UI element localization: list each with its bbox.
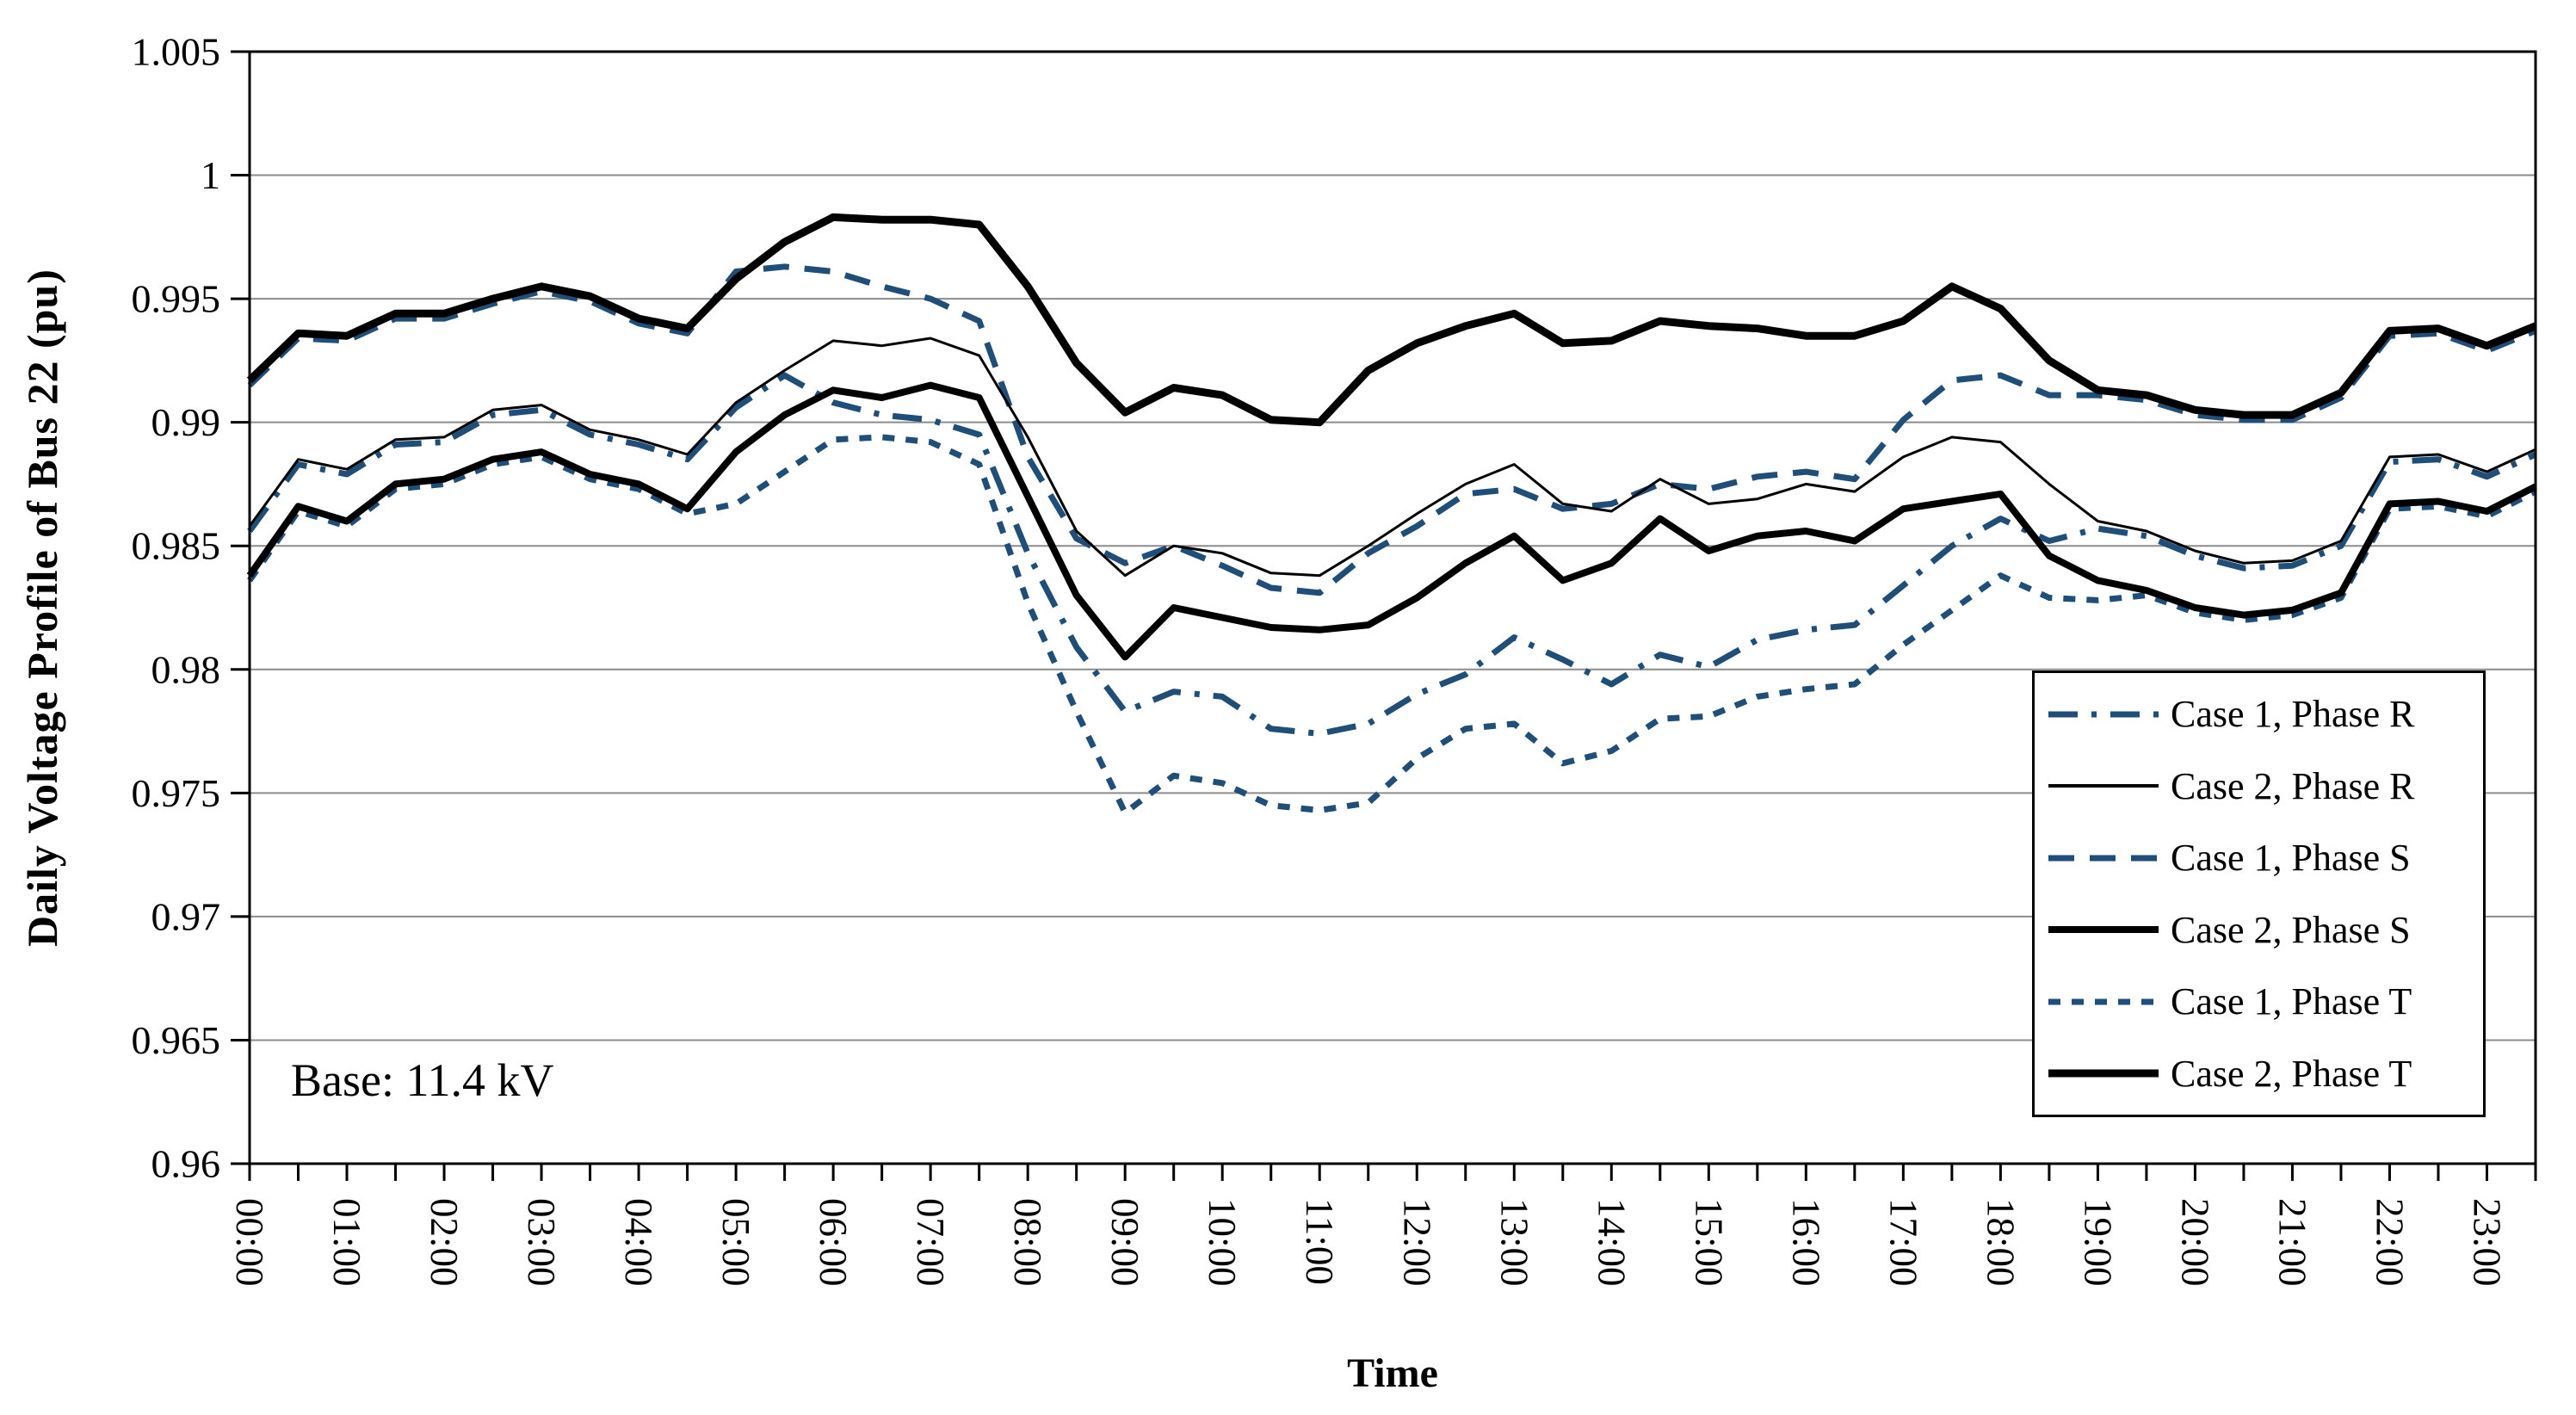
x-tick-label: 03:00 xyxy=(520,1198,563,1287)
plot-frame xyxy=(248,50,2537,1165)
legend-dashed-line-icon xyxy=(2048,855,2159,862)
x-tick-label: 04:00 xyxy=(617,1198,660,1287)
legend-label: Case 1, Phase S xyxy=(2171,837,2411,880)
x-tick-label: 09:00 xyxy=(1103,1198,1146,1287)
x-tick-label: 00:00 xyxy=(228,1198,271,1287)
x-tick-label: 02:00 xyxy=(423,1198,466,1287)
x-tick-label: 19:00 xyxy=(2076,1198,2119,1287)
x-tick-label: 15:00 xyxy=(1687,1198,1730,1287)
x-tick-label: 13:00 xyxy=(1492,1198,1535,1287)
base-voltage-annotation: Base: 11.4 kV xyxy=(291,1054,554,1106)
series-case-2-phase-t xyxy=(246,213,2537,427)
x-tick-label: 14:00 xyxy=(1590,1198,1633,1287)
y-tick-label: 0.96 xyxy=(151,1142,221,1186)
x-tick-label: 23:00 xyxy=(2465,1198,2508,1287)
series-case-1-phase-r xyxy=(247,372,2537,737)
y-tick-label: 0.98 xyxy=(151,647,221,691)
x-tick-label: 05:00 xyxy=(714,1198,757,1287)
legend-thick-solid-line-icon xyxy=(2048,926,2159,934)
y-tick-label: 1.005 xyxy=(132,30,221,74)
x-tick-label: 17:00 xyxy=(1881,1198,1924,1287)
legend-short-dash-line-icon xyxy=(2048,998,2159,1005)
legend-label: Case 1, Phase R xyxy=(2171,693,2415,736)
legend-label: Case 2, Phase S xyxy=(2171,908,2411,951)
y-tick-label: 0.965 xyxy=(132,1018,221,1062)
series-case-2-phase-s xyxy=(246,381,2537,661)
legend-item-case2-phase-s: Case 2, Phase S xyxy=(2047,908,2478,952)
legend-label: Case 2, Phase T xyxy=(2171,1052,2412,1095)
legend-dashdot-line-icon xyxy=(2048,711,2159,718)
series-case-1-phase-t xyxy=(247,434,2537,816)
legend-label: Case 2, Phase R xyxy=(2171,764,2415,807)
y-tick-label: 0.985 xyxy=(132,524,221,568)
x-tick-label: 18:00 xyxy=(1979,1198,2022,1287)
legend-item-case2-phase-r: Case 2, Phase R xyxy=(2047,764,2478,808)
y-tick-label: 0.995 xyxy=(132,277,221,321)
legend-thin-solid-line-icon xyxy=(2048,784,2159,788)
x-tick-label: 11:00 xyxy=(1298,1198,1341,1285)
x-tick-label: 21:00 xyxy=(2270,1198,2313,1287)
x-tick-label: 07:00 xyxy=(909,1198,952,1287)
x-tick-label: 06:00 xyxy=(812,1198,855,1287)
legend-item-case1-phase-s: Case 1, Phase S xyxy=(2047,836,2478,880)
x-tick-label: 16:00 xyxy=(1784,1198,1827,1287)
x-tick-label: 22:00 xyxy=(2368,1198,2411,1287)
y-tick-label: 0.99 xyxy=(151,400,221,444)
legend-item-case1-phase-t: Case 1, Phase T xyxy=(2047,979,2478,1023)
y-tick-label: 1 xyxy=(201,153,220,197)
x-tick-label: 01:00 xyxy=(325,1198,368,1287)
legend-label: Case 1, Phase T xyxy=(2171,980,2412,1023)
x-tick-label: 20:00 xyxy=(2173,1198,2216,1287)
legend-item-case1-phase-r: Case 1, Phase R xyxy=(2047,692,2478,736)
y-tick-label: 0.975 xyxy=(132,771,221,815)
x-tick-label: 08:00 xyxy=(1006,1198,1049,1287)
legend-thickest-solid-line-icon xyxy=(2048,1069,2159,1078)
legend: Case 1, Phase R Case 2, Phase R Case 1, … xyxy=(2032,670,2486,1117)
x-tick-label: 12:00 xyxy=(1395,1198,1438,1287)
x-tick-label: 10:00 xyxy=(1201,1198,1244,1287)
x-axis-title: Time xyxy=(1347,1350,1438,1396)
y-axis-title: Daily Voltage Profile of Bus 22 (pu) xyxy=(18,269,66,947)
series-case-2-phase-r xyxy=(248,337,2536,578)
y-tick-label: 0.97 xyxy=(151,894,221,938)
series-case-1-phase-s xyxy=(247,263,2537,596)
legend-item-case2-phase-t: Case 2, Phase T xyxy=(2047,1052,2478,1096)
